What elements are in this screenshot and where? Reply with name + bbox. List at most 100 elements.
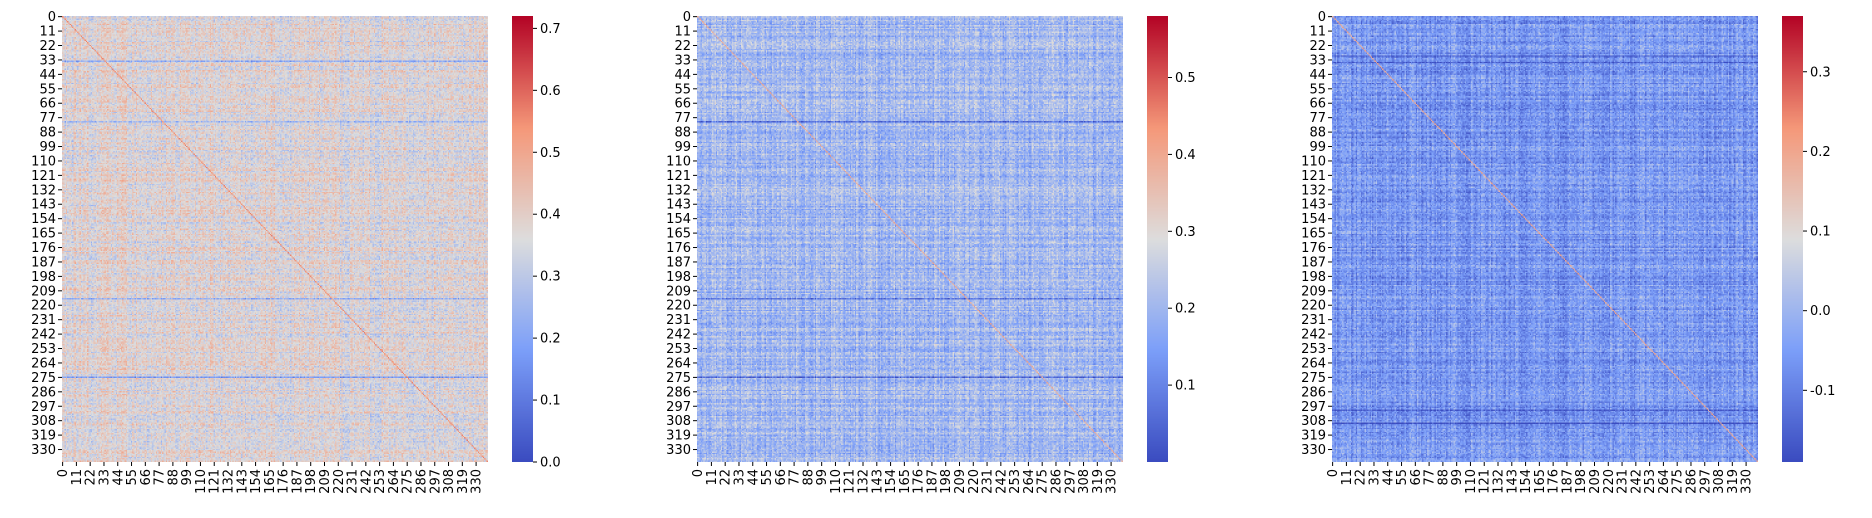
colorbar-tick-label: 0.2	[540, 332, 561, 347]
x-tick-label: 88	[1436, 469, 1451, 486]
y-tick-label: 176	[666, 241, 691, 256]
y-tick-label: 209	[31, 284, 56, 299]
y-tick-label: 319	[31, 429, 56, 444]
y-tick-label: 209	[1301, 284, 1326, 299]
colorbar-tick-label: 0.3	[1175, 225, 1196, 240]
x-tick-label: 253	[1643, 469, 1658, 494]
y-tick-label: 242	[31, 328, 56, 343]
colorbar-tick-label: 0.5	[540, 146, 561, 161]
y-tick-label: 220	[1301, 299, 1326, 314]
y-tick-label: 44	[39, 68, 56, 83]
x-tick-label: 110	[194, 469, 209, 494]
y-tick-label: 286	[666, 385, 691, 400]
y-tick-label: 198	[1301, 270, 1326, 285]
y-tick-label: 286	[1301, 385, 1326, 400]
x-tick-label: 176	[277, 469, 292, 494]
x-tick-label: 319	[456, 469, 471, 494]
y-tick-label: 44	[674, 68, 691, 83]
x-tick-label: 0	[691, 469, 706, 477]
y-tick-label: 88	[1309, 126, 1326, 141]
y-tick-label: 198	[31, 270, 56, 285]
x-tick-label: 264	[387, 469, 402, 494]
x-tick-label: 11	[1340, 469, 1355, 486]
x-tick-label: 77	[153, 469, 168, 486]
y-tick-label: 308	[31, 414, 56, 429]
x-tick-label: 66	[1409, 469, 1424, 486]
x-tick-label: 22	[1354, 469, 1369, 486]
y-tick-label: 154	[31, 212, 56, 227]
x-tick-label: 154	[249, 469, 264, 494]
y-tick-label: 165	[1301, 227, 1326, 242]
heatmap-cells	[62, 16, 488, 462]
y-tick-label: 242	[666, 328, 691, 343]
y-tick-label: 110	[1301, 154, 1326, 169]
y-tick-label: 143	[666, 198, 691, 213]
x-tick-label: 110	[1464, 469, 1479, 494]
x-tick-label: 286	[1684, 469, 1699, 494]
colorbar	[1147, 16, 1168, 462]
y-tick-label: 22	[674, 39, 691, 54]
x-tick-label: 132	[222, 469, 237, 494]
y-tick-label: 286	[31, 385, 56, 400]
x-tick-label: 176	[1547, 469, 1562, 494]
x-tick-label: 297	[1063, 469, 1078, 494]
x-tick-label: 319	[1726, 469, 1741, 494]
y-tick-label: 66	[39, 97, 56, 112]
x-tick-label: 286	[1049, 469, 1064, 494]
x-tick-label: 330	[470, 469, 485, 494]
y-tick-label: 66	[674, 97, 691, 112]
y-tick-label: 176	[31, 241, 56, 256]
x-tick-label: 99	[1450, 469, 1465, 486]
x-tick-label: 220	[332, 469, 347, 494]
y-tick-label: 220	[31, 299, 56, 314]
x-tick-label: 0	[1326, 469, 1341, 477]
x-tick-label: 242	[994, 469, 1009, 494]
y-tick-label: 242	[1301, 328, 1326, 343]
colorbar-tick-label: 0.1	[540, 394, 561, 409]
x-tick-label: 286	[414, 469, 429, 494]
x-tick-label: 121	[843, 469, 858, 494]
x-tick-label: 308	[1077, 469, 1092, 494]
x-tick-label: 77	[1423, 469, 1438, 486]
y-tick-label: 33	[1309, 53, 1326, 68]
y-tick-label: 88	[39, 126, 56, 141]
x-tick-label: 55	[125, 469, 140, 486]
colorbar-tick-label: 0.3	[540, 270, 561, 285]
x-tick-label: 176	[912, 469, 927, 494]
y-tick-label: 77	[1309, 111, 1326, 126]
y-tick-label: 121	[31, 169, 56, 184]
y-tick-label: 77	[674, 111, 691, 126]
x-tick-label: 209	[953, 469, 968, 494]
x-tick-label: 242	[1629, 469, 1644, 494]
y-tick-label: 165	[666, 227, 691, 242]
colorbar-tick-label: 0.6	[540, 84, 561, 99]
colorbar-tick-label: 0.7	[540, 22, 561, 37]
x-tick-label: 308	[442, 469, 457, 494]
colorbar-tick-label: 0.2	[1175, 302, 1196, 317]
x-tick-label: 330	[1740, 469, 1755, 494]
x-tick-label: 77	[788, 469, 803, 486]
y-tick-label: 143	[1301, 198, 1326, 213]
heatmap-cells	[697, 16, 1123, 462]
y-tick-label: 44	[1309, 68, 1326, 83]
x-tick-label: 143	[235, 469, 250, 494]
y-tick-label: 110	[666, 154, 691, 169]
y-tick-label: 231	[666, 313, 691, 328]
x-tick-label: 88	[801, 469, 816, 486]
x-tick-label: 99	[180, 469, 195, 486]
y-tick-label: 198	[666, 270, 691, 285]
y-tick-label: 275	[666, 371, 691, 386]
x-tick-label: 209	[318, 469, 333, 494]
x-tick-label: 44	[746, 469, 761, 486]
y-tick-label: 88	[674, 126, 691, 141]
x-tick-label: 198	[939, 469, 954, 494]
x-tick-label: 44	[1381, 469, 1396, 486]
colorbar-tick-label: 0.4	[540, 208, 561, 223]
x-tick-label: 121	[208, 469, 223, 494]
y-tick-label: 132	[31, 183, 56, 198]
y-tick-label: 55	[39, 82, 56, 97]
x-tick-label: 22	[84, 469, 99, 486]
x-tick-label: 198	[304, 469, 319, 494]
x-tick-label: 198	[1574, 469, 1589, 494]
y-tick-label: 297	[666, 400, 691, 415]
